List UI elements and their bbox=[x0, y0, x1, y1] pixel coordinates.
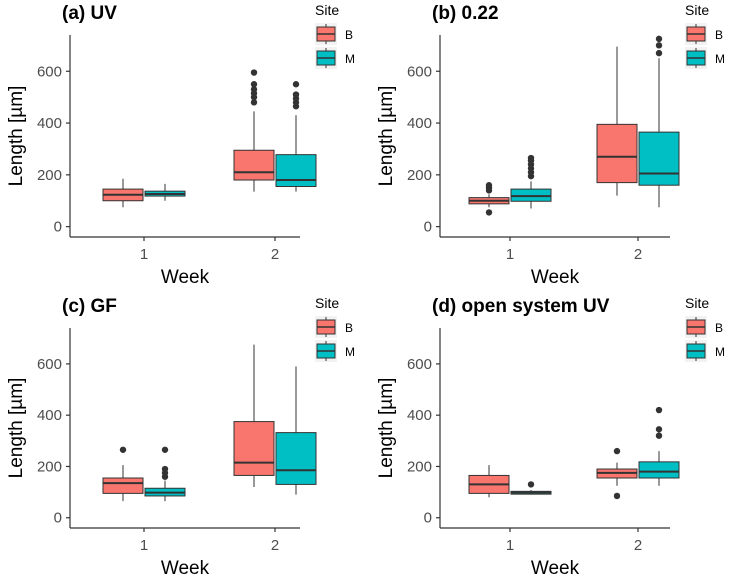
y-tick-label: 200 bbox=[37, 167, 62, 184]
outlier-point bbox=[655, 426, 663, 433]
box-M-week-2 bbox=[275, 81, 317, 192]
x-tick-label: 2 bbox=[271, 246, 279, 263]
x-tick-label: 1 bbox=[140, 246, 148, 263]
outlier-point bbox=[161, 446, 169, 453]
y-tick-label: 600 bbox=[407, 63, 432, 80]
outlier-point bbox=[292, 91, 300, 98]
box-B-week-2 bbox=[596, 447, 638, 500]
box-body bbox=[638, 131, 680, 186]
outlier-point bbox=[613, 492, 621, 500]
outlier-point bbox=[250, 86, 258, 93]
y-axis-label: Length [µm] bbox=[376, 378, 397, 479]
y-tick-label: 400 bbox=[407, 115, 432, 132]
y-tick-label: 600 bbox=[37, 356, 62, 373]
outlier-point bbox=[527, 154, 535, 162]
legend-label-B: B bbox=[715, 321, 723, 335]
legend-label-M: M bbox=[345, 52, 355, 66]
box-M-week-2 bbox=[638, 35, 680, 208]
outlier-point bbox=[250, 81, 258, 88]
legend-label-B: B bbox=[345, 321, 353, 335]
box-B-week-2 bbox=[233, 69, 275, 192]
legend-title: Site bbox=[685, 295, 709, 311]
outlier-point bbox=[613, 447, 621, 455]
box-body bbox=[233, 421, 275, 476]
box-body bbox=[596, 123, 638, 184]
x-tick-label: 1 bbox=[140, 537, 148, 554]
box-M-week-1 bbox=[510, 154, 552, 209]
box-body bbox=[638, 461, 680, 479]
outlier-point bbox=[655, 35, 663, 43]
box-B-week-2 bbox=[596, 46, 638, 196]
box-body bbox=[275, 154, 317, 187]
y-tick-label: 200 bbox=[37, 458, 62, 475]
y-tick-label: 0 bbox=[424, 510, 432, 527]
box-M-week-2 bbox=[638, 406, 680, 486]
y-tick-label: 600 bbox=[407, 356, 432, 373]
legend-label-M: M bbox=[715, 345, 725, 359]
x-axis-label: Week bbox=[161, 267, 210, 288]
y-tick-label: 0 bbox=[54, 219, 62, 236]
outlier-point bbox=[292, 81, 300, 88]
legend-title: Site bbox=[315, 2, 339, 18]
x-axis-label: Week bbox=[531, 267, 580, 288]
outlier-point bbox=[485, 209, 493, 216]
y-tick-label: 0 bbox=[424, 219, 432, 236]
x-tick-label: 2 bbox=[634, 537, 642, 554]
outlier-point bbox=[655, 406, 663, 414]
box-body bbox=[233, 149, 275, 181]
y-axis-label: Length [µm] bbox=[376, 86, 397, 187]
box-M-week-1 bbox=[510, 481, 552, 495]
panel-title: (b) 0.22 bbox=[432, 3, 499, 24]
y-tick-label: 0 bbox=[54, 510, 62, 527]
y-tick-label: 200 bbox=[407, 167, 432, 184]
x-tick-label: 1 bbox=[506, 246, 514, 263]
box-M-week-2 bbox=[275, 366, 317, 495]
legend-title: Site bbox=[315, 295, 339, 311]
y-tick-label: 200 bbox=[407, 458, 432, 475]
legend-label-B: B bbox=[715, 28, 723, 42]
box-M-week-1 bbox=[144, 183, 186, 201]
x-axis-label: Week bbox=[531, 558, 580, 579]
legend-label-M: M bbox=[715, 52, 725, 66]
outlier-point bbox=[655, 49, 663, 57]
x-axis-label: Week bbox=[161, 558, 210, 579]
legend-label-B: B bbox=[345, 28, 353, 42]
outlier-point bbox=[250, 99, 258, 106]
x-tick-label: 1 bbox=[506, 537, 514, 554]
y-axis-label: Length [µm] bbox=[6, 378, 27, 479]
outlier-point bbox=[119, 446, 127, 453]
x-tick-label: 2 bbox=[271, 537, 279, 554]
panel-title: (a) UV bbox=[62, 3, 117, 24]
y-axis-label: Length [µm] bbox=[6, 86, 27, 187]
legend-label-M: M bbox=[345, 345, 355, 359]
box-M-week-1 bbox=[144, 446, 186, 502]
box-body bbox=[102, 477, 144, 494]
box-B-week-1 bbox=[102, 178, 144, 208]
box-B-week-1 bbox=[102, 446, 144, 502]
outlier-point bbox=[250, 69, 258, 76]
box-B-week-1 bbox=[468, 465, 510, 498]
y-tick-label: 400 bbox=[407, 407, 432, 424]
panel-4: (d) open system UV 0 200 400 600 1 2 Week Length… bbox=[376, 295, 725, 579]
panel-2: (b) 0.22 0 200 400 600 1 2 Week Length [µm] Site B… bbox=[376, 2, 725, 288]
y-tick-label: 400 bbox=[37, 407, 62, 424]
x-tick-label: 2 bbox=[634, 246, 642, 263]
box-body bbox=[275, 432, 317, 485]
panel-title: (d) open system UV bbox=[432, 296, 610, 317]
y-tick-label: 400 bbox=[37, 115, 62, 132]
outlier-point bbox=[161, 465, 169, 473]
box-B-week-1 bbox=[468, 182, 510, 216]
box-B-week-2 bbox=[233, 344, 275, 487]
y-tick-label: 600 bbox=[37, 63, 62, 80]
legend-title: Site bbox=[685, 2, 709, 18]
outlier-point bbox=[485, 182, 493, 189]
panel-title: (c) GF bbox=[62, 296, 117, 317]
panel-3: (c) GF 0 200 400 600 1 2 Week Length [µm] Site BM bbox=[6, 295, 355, 579]
outlier-point bbox=[527, 481, 535, 488]
outlier-point bbox=[655, 432, 663, 439]
panel-1: (a) UV 0 200 400 600 1 2 Week Length [µm] Site BM bbox=[6, 2, 355, 288]
outlier-point bbox=[655, 42, 663, 49]
